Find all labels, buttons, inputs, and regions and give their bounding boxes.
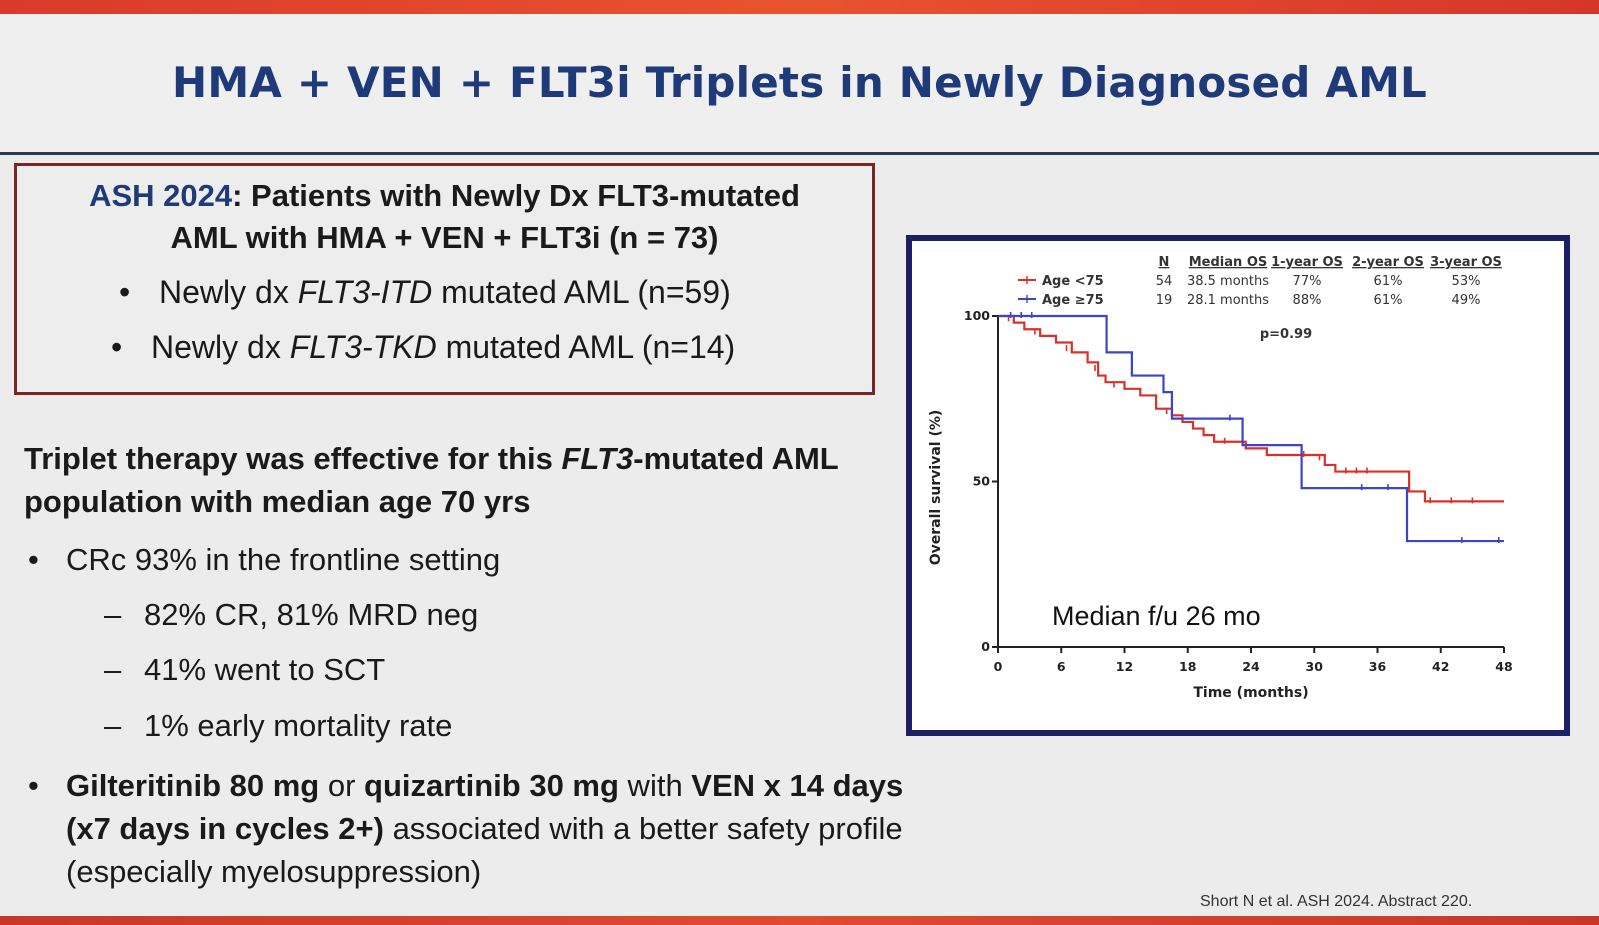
x-tick-label: 48 xyxy=(1495,659,1512,674)
table-cell: 61% xyxy=(1374,293,1403,308)
bottom-accent-bar xyxy=(0,916,1599,925)
table-cell: 54 xyxy=(1156,274,1173,289)
x-tick-label: 0 xyxy=(994,659,1003,674)
table-cell: 61% xyxy=(1374,274,1403,289)
sub-bullet-mortality: –1% early mortality rate xyxy=(104,708,453,744)
sub-bullet-dash: – xyxy=(104,708,122,743)
ash-heading-line-2: AML with HMA + VEN + FLT3i (n = 73) xyxy=(170,220,719,255)
y-axis-label: Overall survival (%) xyxy=(928,410,944,566)
x-tick-label: 12 xyxy=(1116,659,1133,674)
km-chart-frame: 0 6 12 18 24 30 36 42 48 0 50 100 Time (months) Overa… xyxy=(906,235,1570,736)
y-tick-label: 100 xyxy=(964,308,990,323)
sub-bullet-sct: –41% went to SCT xyxy=(104,652,386,688)
sub-bullet-dash: – xyxy=(104,597,122,632)
table-cell: 28.1 months xyxy=(1187,293,1269,308)
main-heading-gene: FLT3 xyxy=(561,441,634,476)
ash-tag: ASH 2024 xyxy=(89,178,233,213)
x-tick-label: 36 xyxy=(1369,659,1387,674)
dose-ven: VEN x 14 days (x7 days in cycles 2+) xyxy=(66,768,904,846)
x-tick-label: 24 xyxy=(1242,659,1260,674)
table-cell: 19 xyxy=(1156,293,1173,308)
sub-bullet-text: 1% early mortality rate xyxy=(144,708,453,743)
y-tick-label: 50 xyxy=(973,474,991,489)
legend-label: Age <75 xyxy=(1042,274,1104,289)
citation: Short N et al. ASH 2024. Abstract 220. xyxy=(1200,893,1473,910)
ash-bullet-gene: FLT3-TKD xyxy=(289,329,437,365)
ash-bullet-post: mutated AML (n=59) xyxy=(432,274,731,310)
table-cell: 38.5 months xyxy=(1187,274,1269,289)
slide-title: HMA + VEN + FLT3i Triplets in Newly Diag… xyxy=(171,58,1428,107)
median-followup-label: Median f/u 26 mo xyxy=(1052,601,1261,631)
legend-label: Age ≥75 xyxy=(1042,293,1104,308)
ash-bullet-tkd: • Newly dx FLT3-TKD mutated AML (n=14) xyxy=(111,329,735,366)
bullet-dot: • xyxy=(119,274,131,310)
table-cell: 77% xyxy=(1293,274,1322,289)
survival-curve-age-75-plus xyxy=(998,314,1504,543)
ash-bullet-gene: FLT3-ITD xyxy=(297,274,433,310)
table-header: N xyxy=(1159,255,1170,270)
main-heading-post: -mutated AML population with median age … xyxy=(24,441,839,519)
top-accent-bar xyxy=(0,0,1599,14)
dose-connector: or xyxy=(319,768,365,803)
dose-safety-text: associated with a better safety profile … xyxy=(66,811,903,889)
sub-bullet-text: 41% went to SCT xyxy=(144,652,386,687)
bullet-crc-text: CRc 93% in the frontline setting xyxy=(66,542,501,577)
dose-quizartinib: quizartinib 30 mg xyxy=(364,768,619,803)
p-value-label: p=0.99 xyxy=(1260,327,1312,342)
bullet-crc: • CRc 93% in the frontline setting xyxy=(28,542,501,578)
sub-bullet-text: 82% CR, 81% MRD neg xyxy=(144,597,479,632)
main-heading: Triplet therapy was effective for this F… xyxy=(24,437,894,523)
km-survival-chart: 0 6 12 18 24 30 36 42 48 0 50 100 Time (months) Overa… xyxy=(928,255,1513,701)
x-tick-label: 30 xyxy=(1306,659,1324,674)
y-tick-label: 0 xyxy=(981,639,990,654)
x-tick-label: 6 xyxy=(1057,659,1066,674)
table-cell: 88% xyxy=(1293,293,1322,308)
bullet-dot: • xyxy=(28,542,39,577)
x-axis-label: Time (months) xyxy=(1193,685,1308,701)
ash-bullet-pre: Newly dx xyxy=(151,329,290,365)
table-header: Median OS xyxy=(1189,255,1267,270)
ash-bullet-pre: Newly dx xyxy=(159,274,298,310)
title-divider xyxy=(0,152,1599,155)
ash-bullet-post: mutated AML (n=14) xyxy=(436,329,736,365)
ash-heading-rest: : Patients with Newly Dx FLT3-mutated xyxy=(232,178,800,213)
bullet-dosing: • Gilteritinib 80 mg or quizartinib 30 mg… xyxy=(28,764,906,893)
main-heading-pre: Triplet therapy was effective for this xyxy=(24,441,562,476)
sub-bullet-cr: –82% CR, 81% MRD neg xyxy=(104,597,479,633)
x-tick-label: 42 xyxy=(1432,659,1449,674)
table-header: 2-year OS xyxy=(1352,255,1424,270)
bullet-dot: • xyxy=(28,768,39,803)
x-tick-label: 18 xyxy=(1179,659,1196,674)
ash-heading-line-1: ASH 2024: Patients with Newly Dx FLT3-mu… xyxy=(17,178,872,214)
survival-curve-age-under-75 xyxy=(998,314,1504,503)
ash-bullet-itd: • Newly dx FLT3-ITD mutated AML (n=59) xyxy=(119,274,731,311)
dose-gilteritinib: Gilteritinib 80 mg xyxy=(66,768,320,803)
table-header: 1-year OS xyxy=(1271,255,1343,270)
title-area xyxy=(0,14,1599,152)
table-cell: 49% xyxy=(1452,293,1481,308)
bullet-dot: • xyxy=(111,329,123,365)
table-cell: 53% xyxy=(1452,274,1481,289)
ash-2024-box: ASH 2024: Patients with Newly Dx FLT3-mu… xyxy=(14,163,875,395)
table-header: 3-year OS xyxy=(1430,255,1502,270)
sub-bullet-dash: – xyxy=(104,652,122,687)
dose-connector: with xyxy=(618,768,692,803)
